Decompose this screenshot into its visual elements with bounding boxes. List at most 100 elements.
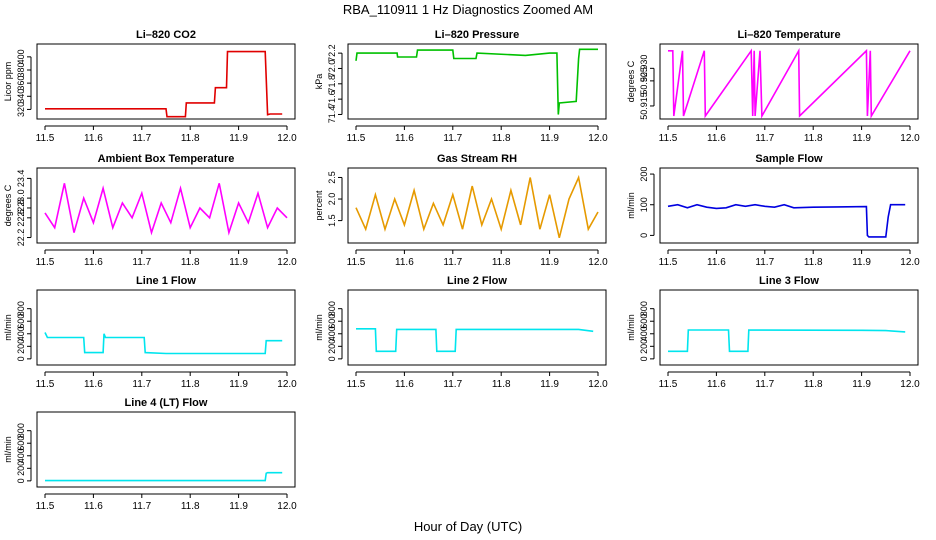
series-line-line-1-flow bbox=[44, 332, 283, 355]
y-tick-label: 23.4 bbox=[16, 170, 26, 188]
x-tick-label: 11.8 bbox=[804, 133, 823, 144]
panel-title: Li–820 Pressure bbox=[435, 29, 519, 41]
plot-frame bbox=[347, 289, 607, 366]
y-axis-label: ml/min bbox=[3, 436, 13, 463]
x-tick-label: 11.6 bbox=[84, 501, 103, 512]
x-tick-label: 11.6 bbox=[84, 379, 103, 390]
x-tick-label: 11.8 bbox=[181, 501, 200, 512]
panel-title: Line 3 Flow bbox=[759, 275, 819, 287]
y-tick-label: 50.915 bbox=[639, 92, 649, 120]
x-tick-label: 12.0 bbox=[900, 257, 920, 268]
panel-title: Line 2 Flow bbox=[447, 275, 507, 287]
y-tick-label: 0 bbox=[639, 233, 649, 238]
y-axis-label: degrees C bbox=[626, 60, 636, 102]
plot-frame bbox=[36, 167, 296, 244]
y-tick-label: 22.2 bbox=[16, 229, 26, 247]
x-tick-label: 11.7 bbox=[132, 257, 151, 268]
y-tick-label: 400 bbox=[639, 326, 649, 341]
y-tick-label: 200 bbox=[639, 167, 649, 182]
x-tick-label: 11.6 bbox=[395, 257, 414, 268]
x-tick-label: 11.8 bbox=[492, 133, 511, 144]
x-tick-label: 11.8 bbox=[804, 379, 823, 390]
x-tick-label: 11.8 bbox=[492, 379, 511, 390]
x-tick-label: 11.9 bbox=[229, 133, 248, 144]
y-tick-label: 22.6 bbox=[16, 209, 26, 227]
x-tick-label: 11.8 bbox=[804, 257, 823, 268]
series-line-li-820-temperature bbox=[668, 47, 911, 119]
x-tick-label: 11.9 bbox=[540, 379, 559, 390]
x-tick-label: 12.0 bbox=[277, 501, 297, 512]
series-line-sample-flow bbox=[667, 203, 906, 238]
x-tick-label: 12.0 bbox=[588, 379, 608, 390]
panel-title: Sample Flow bbox=[755, 153, 823, 165]
y-tick-label: 50.925 bbox=[639, 67, 649, 95]
y-tick-label: 380 bbox=[16, 62, 26, 77]
panel-ambient-box-temperature: Ambient Box Temperature degrees C 11.5 11.6… bbox=[3, 153, 297, 268]
y-axis-label: ml/min bbox=[626, 314, 636, 341]
panel-title: Li–820 Temperature bbox=[737, 29, 840, 41]
panels-group: Li–820 CO2 Licor ppm 11.5 11.6 11.7 11.8 11.9 1… bbox=[3, 29, 920, 512]
x-tick-label: 11.5 bbox=[347, 379, 366, 390]
y-tick-label: 1.5 bbox=[327, 214, 337, 227]
y-tick-label: 800 bbox=[16, 423, 26, 438]
y-tick-label: 100 bbox=[639, 197, 649, 212]
x-tick-label: 12.0 bbox=[277, 133, 297, 144]
panel-title: Ambient Box Temperature bbox=[98, 153, 235, 165]
y-tick-label: 0 bbox=[16, 356, 26, 361]
y-tick-label: 800 bbox=[327, 301, 337, 316]
y-tick-label: 71.4 bbox=[327, 106, 337, 124]
y-axis-label: ml/min bbox=[626, 192, 636, 219]
x-tick-label: 11.7 bbox=[132, 379, 151, 390]
y-axis-label: percent bbox=[314, 190, 324, 221]
y-axis-label: degrees C bbox=[3, 184, 13, 226]
x-tick-label: 11.9 bbox=[229, 501, 248, 512]
series-line-gas-stream-rh bbox=[355, 174, 599, 238]
y-tick-label: 2.5 bbox=[327, 171, 337, 184]
panel-title: Line 4 (LT) Flow bbox=[125, 397, 208, 409]
y-tick-label: 400 bbox=[16, 448, 26, 463]
plot-frame bbox=[659, 43, 919, 120]
x-tick-label: 11.9 bbox=[540, 133, 559, 144]
x-tick-label: 11.6 bbox=[707, 257, 726, 268]
y-tick-label: 340 bbox=[16, 89, 26, 104]
y-tick-label: 200 bbox=[639, 339, 649, 354]
panel-li-820-co2: Li–820 CO2 Licor ppm 11.5 11.6 11.7 11.8 11.9 1… bbox=[3, 29, 297, 144]
y-tick-label: 200 bbox=[327, 339, 337, 354]
x-tick-label: 12.0 bbox=[900, 133, 920, 144]
figure-xlabel: Hour of Day (UTC) bbox=[414, 519, 522, 534]
panel-title: Gas Stream RH bbox=[437, 153, 517, 165]
panel-title: Line 1 Flow bbox=[136, 275, 196, 287]
x-tick-label: 11.8 bbox=[181, 133, 200, 144]
y-tick-label: 0 bbox=[639, 356, 649, 361]
x-tick-label: 12.0 bbox=[588, 257, 608, 268]
y-tick-label: 2.0 bbox=[327, 193, 337, 206]
x-tick-label: 11.7 bbox=[755, 257, 774, 268]
series-line-line-4-lt-flow bbox=[45, 471, 283, 482]
y-tick-label: 360 bbox=[16, 76, 26, 91]
y-axis-label: ml/min bbox=[314, 314, 324, 341]
y-tick-label: 600 bbox=[639, 314, 649, 329]
x-tick-label: 11.5 bbox=[347, 257, 366, 268]
y-tick-label: 72.0 bbox=[327, 60, 337, 78]
y-tick-label: 0 bbox=[16, 478, 26, 483]
y-tick-label: 400 bbox=[327, 326, 337, 341]
plot-frame bbox=[36, 289, 296, 366]
x-tick-label: 11.6 bbox=[395, 133, 414, 144]
y-tick-label: 71.6 bbox=[327, 90, 337, 108]
series-line-line-3-flow bbox=[668, 329, 906, 353]
x-tick-label: 11.9 bbox=[852, 133, 871, 144]
y-tick-label: 320 bbox=[16, 102, 26, 117]
series-line-line-2-flow bbox=[356, 327, 594, 353]
y-tick-label: 600 bbox=[16, 436, 26, 451]
y-tick-label: 800 bbox=[639, 301, 649, 316]
y-tick-label: 400 bbox=[16, 326, 26, 341]
plot-frame bbox=[659, 167, 919, 244]
series-line-li-820-co2 bbox=[45, 50, 283, 118]
x-tick-label: 11.7 bbox=[443, 133, 462, 144]
panel-line-3-flow: Line 3 Flow ml/min 11.5 11.6 11.7 11.8 11.9 12.… bbox=[626, 275, 920, 390]
plot-frame bbox=[347, 43, 607, 120]
y-tick-label: 22.8 bbox=[16, 199, 26, 217]
y-axis-label: Licor ppm bbox=[3, 62, 13, 102]
x-tick-label: 11.9 bbox=[229, 257, 248, 268]
x-tick-label: 11.6 bbox=[707, 379, 726, 390]
